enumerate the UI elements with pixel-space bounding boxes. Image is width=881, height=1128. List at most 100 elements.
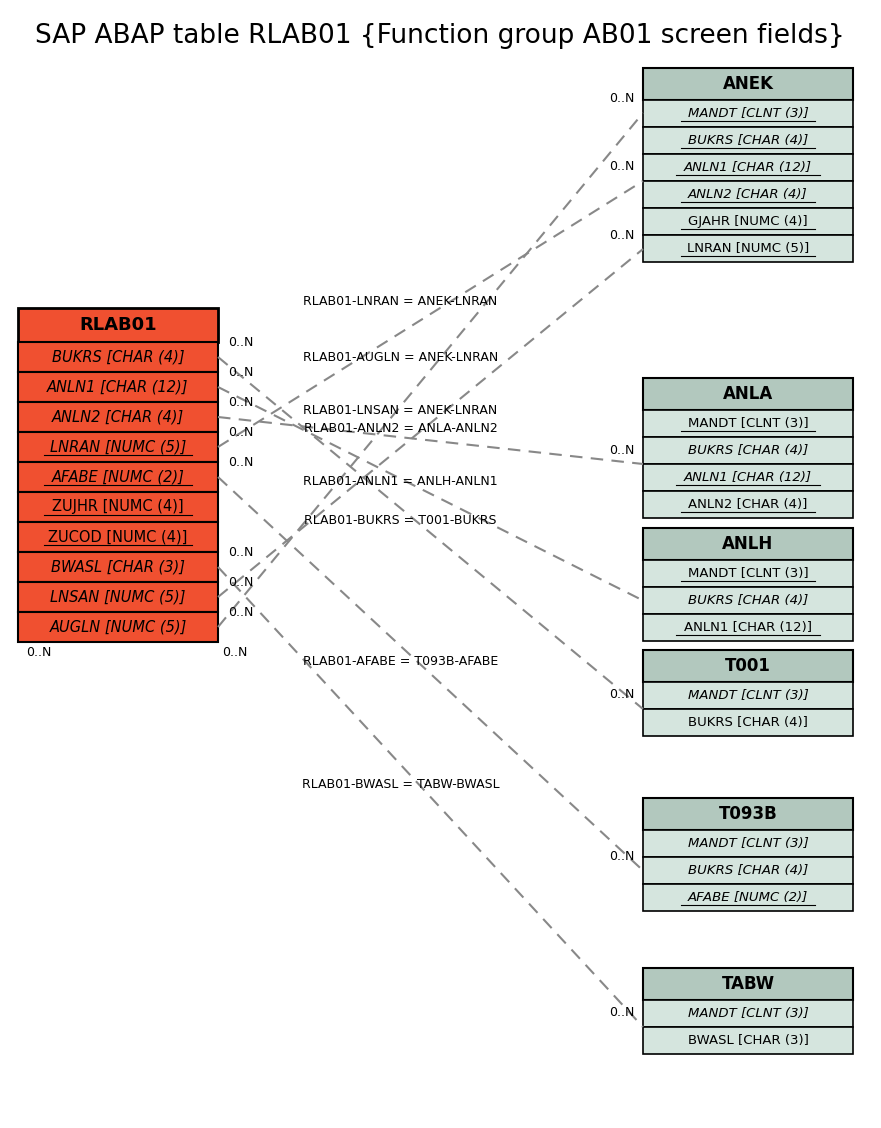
Text: ANLN1 [CHAR (12)]: ANLN1 [CHAR (12)] <box>684 161 812 174</box>
Bar <box>643 710 853 735</box>
Text: BUKRS [CHAR (4)]: BUKRS [CHAR (4)] <box>688 134 808 147</box>
Text: 0..N: 0..N <box>228 367 254 379</box>
Text: 0..N: 0..N <box>222 646 248 659</box>
Text: 0..N: 0..N <box>228 576 254 590</box>
Text: MANDT [CLNT (3)]: MANDT [CLNT (3)] <box>688 417 808 430</box>
Bar <box>643 437 853 464</box>
Text: LNSAN [NUMC (5)]: LNSAN [NUMC (5)] <box>50 590 186 605</box>
Text: ANLA: ANLA <box>723 385 774 403</box>
Text: BUKRS [CHAR (4)]: BUKRS [CHAR (4)] <box>52 350 184 364</box>
Text: RLAB01-BUKRS = T001-BUKRS: RLAB01-BUKRS = T001-BUKRS <box>304 514 497 527</box>
Bar <box>643 180 853 208</box>
Bar <box>643 1026 853 1054</box>
Text: ANLH: ANLH <box>722 535 774 553</box>
Text: 0..N: 0..N <box>610 160 635 174</box>
Bar <box>643 559 853 587</box>
Text: 0..N: 0..N <box>228 457 254 469</box>
Text: MANDT [CLNT (3)]: MANDT [CLNT (3)] <box>688 689 809 702</box>
Text: T093B: T093B <box>719 805 777 823</box>
Bar <box>18 582 218 613</box>
Text: 0..N: 0..N <box>610 1006 635 1020</box>
Text: 0..N: 0..N <box>228 546 254 559</box>
Bar <box>18 613 218 642</box>
Text: LNRAN [NUMC (5)]: LNRAN [NUMC (5)] <box>50 440 186 455</box>
Text: ANLN1 [CHAR (12)]: ANLN1 [CHAR (12)] <box>684 472 812 484</box>
Text: 0..N: 0..N <box>228 397 254 409</box>
Bar <box>643 528 853 559</box>
Text: 0..N: 0..N <box>610 851 635 863</box>
Bar <box>643 127 853 155</box>
Text: ZUJHR [NUMC (4)]: ZUJHR [NUMC (4)] <box>52 500 184 514</box>
Bar <box>18 462 218 492</box>
Bar <box>643 100 853 127</box>
Text: RLAB01-AUGLN = ANEK-LNRAN: RLAB01-AUGLN = ANEK-LNRAN <box>303 351 498 364</box>
Bar <box>643 650 853 682</box>
Text: 0..N: 0..N <box>228 607 254 619</box>
Text: SAP ABAP table RLAB01 {Function group AB01 screen fields}: SAP ABAP table RLAB01 {Function group AB… <box>35 23 845 49</box>
Text: RLAB01-ANLN2 = ANLA-ANLN2: RLAB01-ANLN2 = ANLA-ANLN2 <box>304 422 498 434</box>
Text: ANEK: ANEK <box>722 74 774 92</box>
Text: BUKRS [CHAR (4)]: BUKRS [CHAR (4)] <box>688 864 808 876</box>
Text: ANLN2 [CHAR (4)]: ANLN2 [CHAR (4)] <box>52 409 184 424</box>
Text: RLAB01-AFABE = T093B-AFABE: RLAB01-AFABE = T093B-AFABE <box>303 654 498 668</box>
Text: RLAB01-ANLN1 = ANLH-ANLN1: RLAB01-ANLN1 = ANLH-ANLN1 <box>303 475 498 487</box>
Text: RLAB01-LNRAN = ANEK-LNRAN: RLAB01-LNRAN = ANEK-LNRAN <box>303 296 498 308</box>
Bar <box>643 884 853 911</box>
Bar <box>643 491 853 518</box>
Text: 0..N: 0..N <box>228 426 254 440</box>
Text: ANLN1 [CHAR (12)]: ANLN1 [CHAR (12)] <box>48 379 189 395</box>
Text: 0..N: 0..N <box>610 688 635 702</box>
Text: RLAB01-BWASL = TABW-BWASL: RLAB01-BWASL = TABW-BWASL <box>301 778 500 791</box>
Bar <box>643 968 853 1001</box>
Text: ANLN1 [CHAR (12)]: ANLN1 [CHAR (12)] <box>684 622 812 634</box>
Text: AUGLN [NUMC (5)]: AUGLN [NUMC (5)] <box>49 619 187 634</box>
Bar <box>643 464 853 491</box>
Bar <box>643 797 853 830</box>
Text: MANDT [CLNT (3)]: MANDT [CLNT (3)] <box>688 567 808 580</box>
Bar <box>643 614 853 641</box>
Text: ANLN2 [CHAR (4)]: ANLN2 [CHAR (4)] <box>688 497 808 511</box>
Bar <box>18 402 218 432</box>
Bar <box>643 409 853 437</box>
Text: 0..N: 0..N <box>610 92 635 105</box>
Text: 0..N: 0..N <box>228 336 254 350</box>
Bar <box>643 587 853 614</box>
Text: MANDT [CLNT (3)]: MANDT [CLNT (3)] <box>688 107 809 120</box>
Text: BWASL [CHAR (3)]: BWASL [CHAR (3)] <box>51 559 185 574</box>
Text: MANDT [CLNT (3)]: MANDT [CLNT (3)] <box>688 837 809 851</box>
Text: T001: T001 <box>725 656 771 675</box>
Text: 0..N: 0..N <box>610 229 635 241</box>
Bar <box>643 1001 853 1026</box>
Bar <box>643 208 853 235</box>
Bar <box>643 682 853 710</box>
Text: BWASL [CHAR (3)]: BWASL [CHAR (3)] <box>687 1034 809 1047</box>
Text: GJAHR [NUMC (4)]: GJAHR [NUMC (4)] <box>688 215 808 228</box>
Bar <box>643 68 853 100</box>
Text: BUKRS [CHAR (4)]: BUKRS [CHAR (4)] <box>688 716 808 729</box>
Text: TABW: TABW <box>722 975 774 993</box>
Text: MANDT [CLNT (3)]: MANDT [CLNT (3)] <box>688 1007 809 1020</box>
Text: ANLN2 [CHAR (4)]: ANLN2 [CHAR (4)] <box>688 188 808 201</box>
Text: LNRAN [NUMC (5)]: LNRAN [NUMC (5)] <box>687 243 809 255</box>
Text: 0..N: 0..N <box>610 443 635 457</box>
Text: ZUCOD [NUMC (4)]: ZUCOD [NUMC (4)] <box>48 529 188 545</box>
Bar <box>18 492 218 522</box>
Bar <box>643 830 853 857</box>
Bar <box>18 372 218 402</box>
Bar <box>643 235 853 262</box>
Bar <box>18 552 218 582</box>
Bar <box>18 432 218 462</box>
Bar <box>18 342 218 372</box>
Bar <box>643 378 853 409</box>
Text: BUKRS [CHAR (4)]: BUKRS [CHAR (4)] <box>688 594 808 607</box>
Text: AFABE [NUMC (2)]: AFABE [NUMC (2)] <box>52 469 184 485</box>
Bar <box>643 155 853 180</box>
Text: RLAB01: RLAB01 <box>79 316 157 334</box>
Bar <box>18 522 218 552</box>
Bar <box>18 308 218 342</box>
Text: BUKRS [CHAR (4)]: BUKRS [CHAR (4)] <box>688 444 808 457</box>
Bar <box>643 857 853 884</box>
Text: 0..N: 0..N <box>26 646 51 659</box>
Text: RLAB01-LNSAN = ANEK-LNRAN: RLAB01-LNSAN = ANEK-LNRAN <box>303 404 498 417</box>
Text: AFABE [NUMC (2)]: AFABE [NUMC (2)] <box>688 891 808 904</box>
